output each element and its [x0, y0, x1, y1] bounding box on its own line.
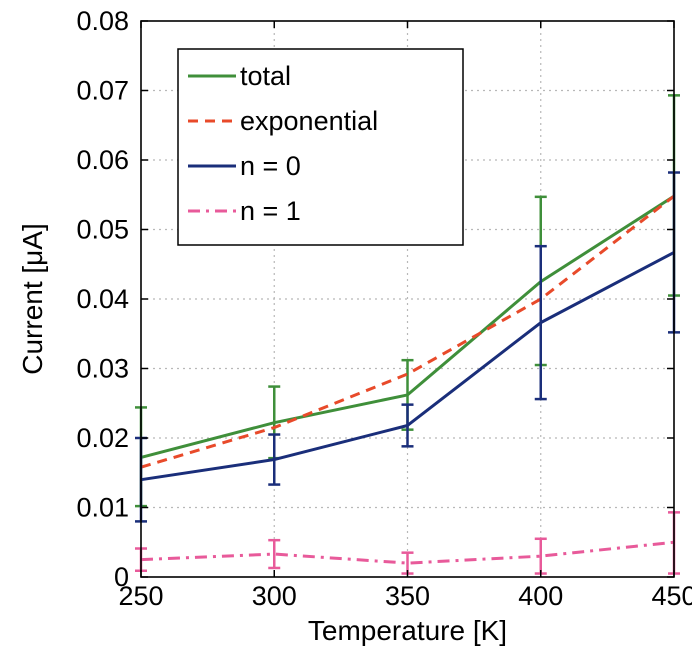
series-line	[140, 194, 675, 469]
y-tick-label: 0.05	[76, 215, 129, 245]
y-axis-label: Current [μA]	[17, 223, 48, 375]
x-tick-label: 400	[518, 581, 563, 611]
y-tick-label: 0.07	[76, 76, 129, 106]
legend-label: n = 1	[240, 196, 301, 226]
x-tick-label: 250	[118, 581, 163, 611]
x-tick-label: 350	[385, 581, 430, 611]
x-tick-label: 300	[252, 581, 297, 611]
y-tick-label: 0.01	[76, 493, 129, 523]
legend: total exponential n = 0 n = 1	[177, 48, 464, 246]
y-tick-label: 0	[114, 562, 129, 592]
y-tick-label: 0.08	[76, 6, 129, 36]
axis-ticks: 250 300 350 400 450 0 0.01 0.02 0.03 0.04 0.05 0.06…	[76, 6, 692, 611]
series-n-1	[135, 511, 680, 575]
x-axis-label: Temperature [K]	[308, 615, 507, 646]
y-tick-label: 0.02	[76, 423, 129, 453]
series-exponential	[140, 194, 675, 469]
legend-label: exponential	[240, 106, 378, 136]
series-line	[140, 540, 675, 565]
y-tick-label: 0.04	[76, 284, 129, 314]
legend-box	[177, 48, 464, 246]
legend-label: n = 0	[240, 151, 301, 181]
y-tick-label: 0.06	[76, 145, 129, 175]
y-tick-label: 0.03	[76, 354, 129, 384]
legend-label: total	[240, 61, 291, 91]
x-tick-label: 450	[651, 581, 692, 611]
